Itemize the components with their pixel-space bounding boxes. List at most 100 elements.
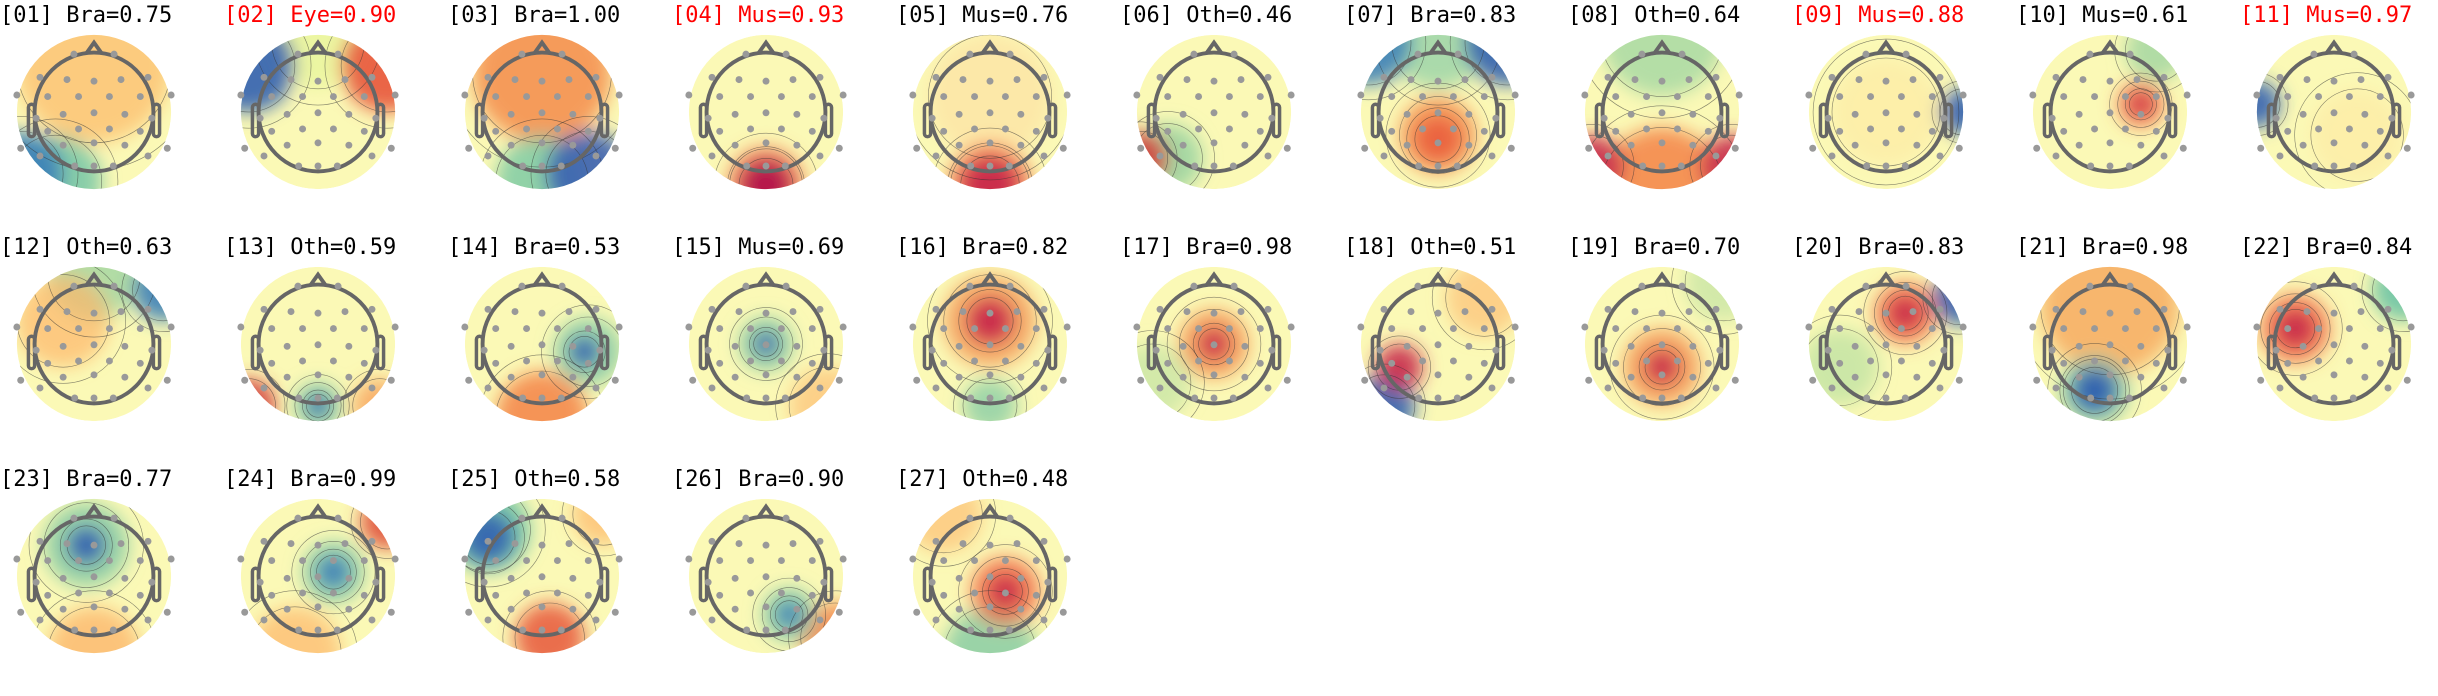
electrode-marker: [2052, 152, 2060, 160]
electrode-marker: [1137, 376, 1145, 384]
nose-icon: [980, 271, 1000, 287]
electrode-marker: [1388, 127, 1396, 135]
electrode-marker: [121, 342, 129, 350]
electrode-marker: [685, 555, 693, 563]
component-label: [07] Bra=0.83: [1344, 3, 1517, 28]
component-label: [18] Oth=0.51: [1344, 235, 1517, 260]
electrode-marker: [2272, 114, 2280, 122]
electrode-marker: [148, 578, 156, 586]
nose-icon: [1428, 271, 1448, 287]
electrode-marker: [1897, 325, 1905, 333]
electrode-marker: [75, 325, 83, 333]
electrode-marker: [105, 557, 113, 565]
electrode-marker: [565, 76, 573, 84]
component-label: [13] Oth=0.59: [224, 235, 397, 260]
electrode-marker: [2060, 359, 2068, 367]
electrode-marker: [2403, 376, 2411, 384]
electrode-marker: [940, 127, 948, 135]
contour-line: [770, 595, 809, 634]
electrode-marker: [782, 514, 790, 522]
contour-line: [1136, 343, 1192, 422]
contour-line: [927, 34, 1053, 159]
electrode-marker: [777, 557, 785, 565]
electrode-marker: [90, 626, 98, 634]
component-label: [15] Mus=0.69: [672, 235, 845, 260]
electrode-marker: [1210, 309, 1218, 317]
electrode-marker: [2164, 114, 2172, 122]
electrode-marker: [611, 144, 619, 152]
electrode-marker: [1059, 144, 1067, 152]
electrode-marker: [2345, 325, 2353, 333]
component-label: [25] Oth=0.58: [448, 467, 621, 492]
electrode-marker: [1179, 342, 1187, 350]
topomap: [13, 498, 175, 654]
electrode-marker: [2357, 308, 2365, 316]
electrode-marker: [1913, 342, 1921, 350]
electrode-marker: [1689, 141, 1697, 149]
electrode-marker: [2075, 110, 2083, 118]
component-panel: [22] Bra=0.84: [2240, 232, 2438, 464]
electrode-marker: [716, 93, 724, 101]
electrode-marker: [1225, 125, 1233, 133]
electrode-marker: [110, 50, 118, 58]
electrode-marker: [1913, 373, 1921, 381]
electrode-marker: [538, 139, 546, 147]
electrode-marker: [2315, 125, 2323, 133]
electrode-marker: [1673, 357, 1681, 365]
electrode-marker: [523, 93, 531, 101]
electrode-marker: [63, 308, 71, 316]
electrode-marker: [329, 557, 337, 565]
electrode-marker: [557, 394, 565, 402]
contour-line: [988, 574, 1023, 609]
electrode-marker: [1357, 91, 1365, 99]
electrode-marker: [1017, 605, 1025, 613]
component-panel: [14] Bra=0.53: [448, 232, 672, 464]
electrode-marker: [1658, 109, 1666, 117]
electrode-marker: [1712, 73, 1720, 81]
electrode-marker: [13, 91, 21, 99]
electrode-marker: [1357, 323, 1365, 331]
electrode-marker: [105, 125, 113, 133]
electrode-marker: [777, 357, 785, 365]
electrode-marker: [615, 91, 623, 99]
electrode-marker: [689, 608, 697, 616]
component-label: [19] Bra=0.70: [1568, 235, 1741, 260]
contour-line: [464, 498, 531, 573]
electrode-marker: [1264, 305, 1272, 313]
electrode-marker: [1005, 626, 1013, 634]
electrode-marker: [2137, 141, 2145, 149]
electrode-marker: [341, 540, 349, 548]
electrode-marker: [1210, 371, 1218, 379]
electrode-marker: [1388, 359, 1396, 367]
activation-region: [1645, 350, 1679, 385]
electrode-marker: [1882, 341, 1890, 349]
electrode-marker: [1604, 384, 1612, 392]
electrode-marker: [762, 77, 770, 85]
electrode-marker: [2160, 305, 2168, 313]
electrode-marker: [1256, 359, 1264, 367]
electrode-marker: [1195, 357, 1203, 365]
electrode-marker: [777, 125, 785, 133]
electrode-marker: [1152, 346, 1160, 354]
electrode-marker: [1415, 394, 1423, 402]
topomap: [2253, 266, 2415, 422]
electrode-marker: [117, 308, 125, 316]
electrode-marker: [105, 325, 113, 333]
electrode-marker: [569, 574, 577, 582]
component-label: [12] Oth=0.63: [0, 235, 173, 260]
electrode-marker: [334, 514, 342, 522]
contour-line: [16, 118, 119, 190]
contour-line: [302, 389, 334, 422]
electrode-marker: [372, 578, 380, 586]
electrode-marker: [268, 557, 276, 565]
electrode-marker: [2091, 93, 2099, 101]
electrode-marker: [484, 152, 492, 160]
electrode-marker: [2253, 91, 2261, 99]
activation-region: [67, 525, 106, 565]
topomap: [909, 498, 1071, 654]
electrode-marker: [1492, 114, 1500, 122]
electrode-marker: [793, 342, 801, 350]
electrode-marker: [2376, 127, 2384, 135]
electrode-marker: [2052, 384, 2060, 392]
contour-line: [1136, 123, 1203, 190]
